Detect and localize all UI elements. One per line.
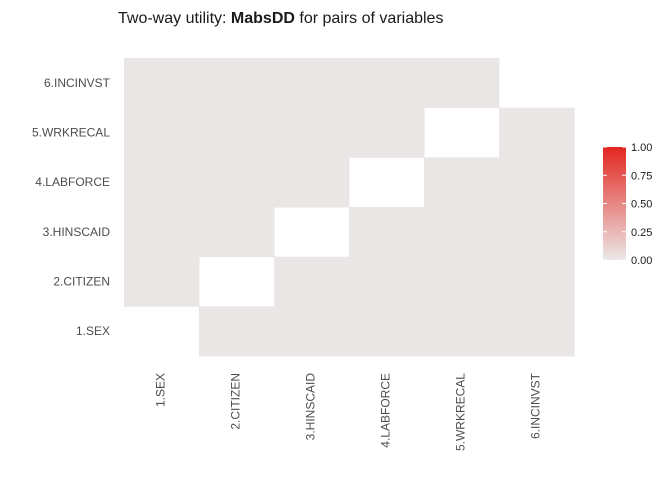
heatmap-cell-1.SEX-3.HINSCAID bbox=[124, 207, 200, 258]
heatmap-cell-5.WRKRECAL-4.LABFORCE bbox=[424, 157, 500, 208]
heatmap-cell-1.SEX-4.LABFORCE bbox=[124, 157, 200, 208]
y-tick-label: 1.SEX bbox=[76, 324, 110, 338]
chart-title-bold: MabsDD bbox=[231, 10, 295, 27]
legend-tick-label: 0.00 bbox=[631, 255, 652, 267]
legend-tick-label: 0.75 bbox=[631, 170, 652, 182]
heatmap-cell-5.WRKRECAL-3.HINSCAID bbox=[424, 207, 500, 258]
color-legend: 1.00 0.75 0.50 0.25 0.00 bbox=[603, 142, 652, 267]
heatmap-cell-6.INCINVST-4.LABFORCE bbox=[499, 157, 575, 208]
legend-tick-label: 1.00 bbox=[631, 142, 652, 154]
heatmap-cell-4.LABFORCE-6.INCINVST bbox=[349, 58, 425, 109]
heatmap-cell-3.HINSCAID-6.INCINVST bbox=[274, 58, 350, 109]
x-tick-label: 5.WRKRECAL bbox=[454, 373, 468, 451]
chart-title: Two-way utility: MabsDD for pairs of var… bbox=[118, 10, 443, 27]
y-tick-label: 5.WRKRECAL bbox=[32, 126, 110, 140]
heatmap-cell-6.INCINVST-1.SEX bbox=[499, 306, 575, 357]
heatmap-cell-4.LABFORCE-5.WRKRECAL bbox=[349, 107, 425, 158]
legend-tick-label: 0.25 bbox=[631, 227, 652, 239]
heatmap-cell-2.CITIZEN-3.HINSCAID bbox=[199, 207, 275, 258]
heatmap-cell-2.CITIZEN-6.INCINVST bbox=[199, 58, 275, 109]
heatmap-cell-5.WRKRECAL-6.INCINVST bbox=[424, 58, 500, 109]
heatmap-cell-4.LABFORCE-2.CITIZEN bbox=[349, 256, 425, 307]
heatmap-cell-1.SEX-5.WRKRECAL bbox=[124, 107, 200, 158]
heatmap-cell-3.HINSCAID-2.CITIZEN bbox=[274, 256, 350, 307]
x-tick-label: 2.CITIZEN bbox=[229, 373, 243, 430]
heatmap-cell-2.CITIZEN-1.SEX bbox=[199, 306, 275, 357]
heatmap-cell-4.LABFORCE-3.HINSCAID bbox=[349, 207, 425, 258]
x-tick-label: 1.SEX bbox=[154, 373, 168, 407]
heatmap-cell-3.HINSCAID-5.WRKRECAL bbox=[274, 107, 350, 158]
heatmap-cell-6.INCINVST-2.CITIZEN bbox=[499, 256, 575, 307]
heatmap-cell-6.INCINVST-3.HINSCAID bbox=[499, 207, 575, 258]
y-tick-label: 4.LABFORCE bbox=[35, 175, 110, 189]
heatmap-cell-5.WRKRECAL-1.SEX bbox=[424, 306, 500, 357]
y-tick-label: 6.INCINVST bbox=[44, 76, 111, 90]
legend-color-bar bbox=[603, 147, 626, 260]
x-tick-label: 6.INCINVST bbox=[529, 372, 543, 439]
legend-tick-label: 0.50 bbox=[631, 199, 652, 211]
heatmap-cell-3.HINSCAID-4.LABFORCE bbox=[274, 157, 350, 208]
y-axis-tick-labels: 1.SEX 2.CITIZEN 3.HINSCAID 4.LABFORCE 5.WRKR… bbox=[32, 76, 111, 338]
heatmap-cell-5.WRKRECAL-2.CITIZEN bbox=[424, 256, 500, 307]
heatmap-cell-2.CITIZEN-5.WRKRECAL bbox=[199, 107, 275, 158]
heatmap-cell-4.LABFORCE-1.SEX bbox=[349, 306, 425, 357]
chart-title-suffix: for pairs of variables bbox=[295, 10, 444, 27]
y-tick-label: 3.HINSCAID bbox=[43, 225, 111, 239]
legend-ticks: 1.00 0.75 0.50 0.25 0.00 bbox=[603, 142, 652, 267]
heatmap-cell-3.HINSCAID-1.SEX bbox=[274, 306, 350, 357]
heatmap-cell-6.INCINVST-5.WRKRECAL bbox=[499, 107, 575, 158]
x-tick-label: 3.HINSCAID bbox=[304, 373, 318, 441]
x-axis-tick-labels: 1.SEX 2.CITIZEN 3.HINSCAID 4.LABFORCE 5.WRKR… bbox=[154, 372, 543, 451]
heatmap-cell-1.SEX-6.INCINVST bbox=[124, 58, 200, 109]
heatmap-cell-1.SEX-2.CITIZEN bbox=[124, 256, 200, 307]
y-tick-label: 2.CITIZEN bbox=[53, 275, 110, 289]
x-tick-label: 4.LABFORCE bbox=[379, 373, 393, 448]
heatmap-cell-2.CITIZEN-4.LABFORCE bbox=[199, 157, 275, 208]
chart-title-prefix: Two-way utility: bbox=[118, 10, 231, 27]
heatmap-cells bbox=[124, 58, 575, 357]
